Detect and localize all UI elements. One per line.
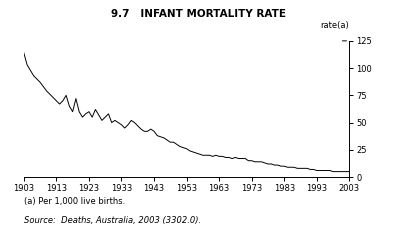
Text: (a) Per 1,000 live births.: (a) Per 1,000 live births.: [24, 197, 125, 207]
Text: Source:  Deaths, Australia, 2003 (3302.0).: Source: Deaths, Australia, 2003 (3302.0)…: [24, 216, 201, 225]
Text: 9.7   INFANT MORTALITY RATE: 9.7 INFANT MORTALITY RATE: [111, 9, 286, 19]
Text: rate(a): rate(a): [321, 21, 349, 30]
